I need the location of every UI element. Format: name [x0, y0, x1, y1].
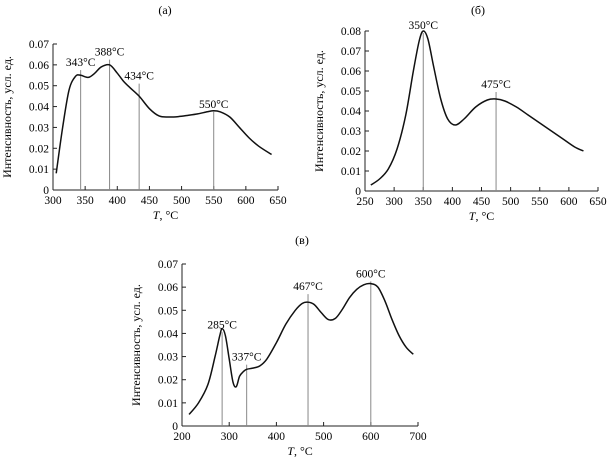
y-tick-label: 0.03	[341, 126, 361, 138]
x-tick-label: 500	[315, 431, 333, 443]
x-tick-label: 600	[237, 195, 255, 207]
chart-panel-c: (в) 200 300 400 500 600 700 0 0.01 0.02 0.03 0.04 0.…	[129, 233, 427, 458]
y-tick-label: 0.05	[341, 86, 361, 98]
y-tick-label: 0	[43, 185, 49, 197]
x-tick-label: 450	[473, 196, 491, 208]
x-tick-label: 400	[444, 196, 462, 208]
x-axis-unit: , °C	[475, 209, 494, 223]
x-tick-label: 550	[531, 196, 549, 208]
y-tick-label: 0.01	[158, 398, 178, 410]
x-tick-label: 600	[362, 431, 380, 443]
x-tick-label: 400	[268, 431, 286, 443]
y-axis-title: Интенсивность, усл. ед.	[312, 50, 326, 172]
x-tick-label: 650	[589, 196, 607, 208]
x-tick-label: 200	[173, 431, 191, 443]
peak-label: 434°C	[124, 71, 154, 83]
x-axis-variable: T	[469, 209, 477, 223]
x-axis-title: T, °C	[469, 209, 495, 223]
chart-panel-b: (б) 250 300 350 400 450 500 550 600 650 0 0.01 0.02 0…	[312, 3, 607, 223]
x-tick-label: 350	[415, 196, 433, 208]
x-tick-label: 600	[560, 196, 578, 208]
y-tick-label: 0.04	[158, 328, 178, 340]
x-tick-label: 300	[44, 195, 62, 207]
y-tick-label: 0.07	[341, 46, 361, 58]
y-tick-label: 0.06	[341, 66, 361, 78]
y-tick-label: 0.02	[341, 146, 361, 158]
peak-label: 337°C	[232, 352, 262, 364]
x-axis-title: T, °C	[153, 208, 179, 222]
x-axis-unit: , °C	[159, 208, 178, 222]
x-axis-title: T, °C	[287, 444, 313, 458]
x-tick-label: 350	[77, 195, 95, 207]
y-tick-label: 0.01	[341, 166, 361, 178]
x-tick-label: 450	[141, 195, 159, 207]
y-tick-label: 0.08	[341, 26, 361, 38]
y-tick-label: 0.02	[158, 375, 178, 387]
x-tick-label: 300	[386, 196, 404, 208]
peak-label: 285°C	[207, 319, 237, 331]
x-axis-variable: T	[153, 208, 161, 222]
x-tick-label: 300	[221, 431, 239, 443]
series-line	[55, 63, 272, 174]
peak-label: 467°C	[293, 281, 323, 293]
peak-label: 388°C	[95, 47, 125, 59]
x-axis-variable: T	[287, 444, 295, 458]
y-axis-title: Интенсивность, усл. ед.	[129, 284, 143, 406]
y-tick-label: 0	[172, 421, 178, 433]
y-tick-label: 0	[355, 186, 361, 198]
peak-label: 343°C	[66, 57, 96, 69]
panel-label: (в)	[295, 233, 309, 247]
panel-label: (а)	[158, 3, 171, 17]
x-tick-label: 250	[356, 196, 374, 208]
y-tick-label: 0.02	[29, 143, 49, 155]
y-tick-label: 0.05	[158, 305, 178, 317]
chart-panel-a: (а) 300 350 400 450 500 550 600 650 0 0.01 0.02 0.03…	[0, 3, 287, 222]
peak-label: 475°C	[481, 79, 511, 91]
y-axis-title: Интенсивность, усл. ед.	[0, 56, 14, 178]
peak-label: 550°C	[199, 99, 229, 111]
panel-label: (б)	[471, 3, 485, 17]
x-tick-label: 700	[409, 431, 427, 443]
y-tick-label: 0.03	[158, 352, 178, 364]
y-tick-label: 0.05	[29, 81, 49, 93]
series-line	[188, 282, 414, 415]
x-tick-label: 500	[173, 195, 191, 207]
x-tick-label: 500	[502, 196, 520, 208]
x-tick-label: 650	[269, 195, 287, 207]
y-tick-label: 0.07	[29, 39, 49, 51]
x-tick-label: 400	[109, 195, 127, 207]
y-tick-label: 0.06	[158, 282, 178, 294]
x-tick-label: 550	[205, 195, 223, 207]
y-tick-label: 0.03	[29, 122, 49, 134]
peak-label: 350°C	[408, 20, 438, 32]
y-tick-label: 0.07	[158, 259, 178, 271]
y-tick-label: 0.04	[29, 102, 49, 114]
y-tick-label: 0.06	[29, 60, 49, 72]
series-line	[370, 30, 584, 186]
x-axis-unit: , °C	[294, 444, 313, 458]
y-tick-label: 0.04	[341, 106, 361, 118]
y-tick-label: 0.01	[29, 164, 49, 176]
peak-label: 600°C	[356, 268, 386, 280]
